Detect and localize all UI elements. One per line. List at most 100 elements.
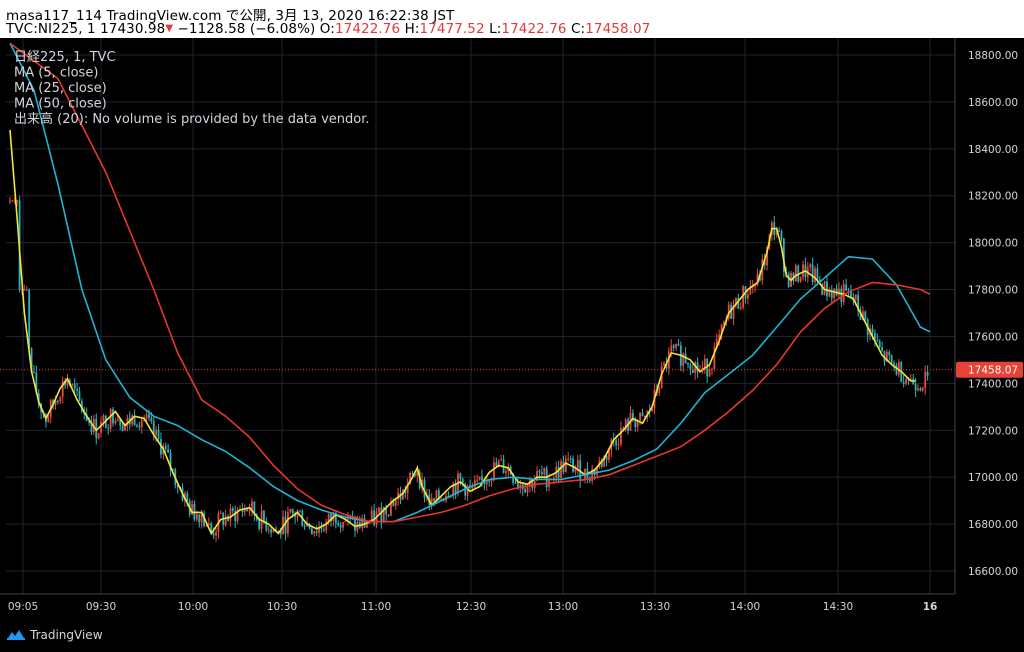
candle-body — [694, 362, 697, 373]
candle-body — [327, 514, 330, 522]
candle-body — [658, 387, 661, 393]
candle-body — [543, 468, 546, 475]
candle-body — [500, 459, 503, 461]
legend-line: MA (25, close) — [14, 81, 107, 96]
cloud-icon — [7, 630, 25, 640]
candle-body — [277, 530, 280, 532]
candle-body — [567, 458, 570, 460]
candle-body — [9, 200, 11, 202]
candle-body — [294, 513, 297, 517]
candle-body — [562, 461, 565, 473]
candle-body — [814, 268, 816, 282]
candle-body — [394, 498, 397, 506]
candle-body — [878, 340, 881, 348]
ma5-line — [9, 130, 916, 536]
candle-body — [859, 311, 862, 320]
candle-body — [28, 289, 31, 349]
candle-body — [313, 531, 316, 534]
candle-body — [241, 508, 244, 512]
candle-body — [787, 273, 790, 287]
candle-body — [476, 479, 479, 481]
candle-body — [121, 425, 124, 431]
candle-body — [148, 414, 150, 419]
candle-body — [342, 522, 344, 528]
price-tick-label: 18600.00 — [968, 97, 1018, 109]
candle-body — [102, 415, 105, 422]
candle-body — [675, 343, 677, 348]
ohlc-bar: TVC:NI225, 1 17430.98▼ −1128.58 (−6.08%)… — [6, 21, 650, 37]
candle-body — [88, 421, 90, 423]
candle-body — [782, 239, 785, 272]
legend-line: 日経225, 1, TVC — [14, 50, 116, 65]
candle-body — [478, 476, 481, 480]
candle-body — [747, 294, 749, 299]
candle-body — [802, 264, 804, 278]
candle-body — [921, 387, 924, 391]
candle-body — [265, 520, 268, 531]
candle-body — [363, 518, 366, 528]
time-tick-label: 09:05 — [8, 601, 38, 613]
candle-body — [620, 427, 622, 445]
candle-body — [298, 510, 301, 512]
candle-body — [112, 408, 114, 424]
candle-body — [756, 273, 759, 286]
candle-body — [471, 486, 474, 488]
candle-body — [885, 352, 888, 362]
candle-body — [811, 264, 814, 282]
candle-body — [600, 460, 603, 467]
candle-body — [368, 521, 371, 525]
candle-body — [224, 516, 227, 525]
candle-body — [138, 425, 141, 428]
candle-body — [665, 363, 668, 369]
price-tick-label: 18400.00 — [968, 144, 1018, 156]
candle-body — [593, 468, 596, 475]
candle-body — [157, 429, 160, 440]
candle-body — [57, 401, 59, 403]
candle-body — [552, 477, 555, 480]
candle-body — [212, 532, 215, 536]
current-price-label: 17458.07 — [968, 365, 1018, 377]
candle-body — [71, 384, 74, 386]
tradingview-logo[interactable]: TradingView — [6, 628, 103, 642]
candle-body — [126, 417, 129, 427]
candle-body — [172, 469, 174, 471]
candle-body — [78, 390, 81, 401]
candle-body — [854, 294, 857, 300]
candle-body — [840, 288, 843, 303]
candle-body — [632, 412, 634, 421]
candle-body — [823, 281, 826, 295]
candle-body — [495, 462, 498, 467]
candle-body — [164, 445, 167, 449]
candle-body — [330, 514, 332, 522]
price-tick-label: 17200.00 — [968, 425, 1018, 437]
candle-body — [737, 297, 740, 309]
candle-body — [370, 510, 373, 522]
price-chart[interactable]: 16600.00 16800.00 17000.00 17200.00 17400.00… — [0, 38, 1024, 652]
candle-body — [809, 264, 812, 267]
time-tick-label: 13:30 — [640, 601, 670, 613]
candle-body — [826, 281, 828, 297]
candle-body — [730, 304, 733, 319]
candle-body — [354, 518, 356, 531]
candle-body — [926, 371, 929, 376]
candle-body — [378, 507, 380, 513]
candle-body — [382, 506, 385, 523]
candle-body — [723, 321, 725, 325]
candle-body — [310, 528, 313, 534]
candle-body — [682, 353, 685, 366]
candle-body — [718, 334, 721, 339]
open-label: O: — [319, 21, 335, 37]
price-tick-label: 16800.00 — [968, 519, 1018, 531]
candle-body — [411, 472, 414, 474]
chart-background — [0, 38, 1024, 652]
candle-body — [246, 508, 249, 511]
candle-body — [80, 400, 83, 412]
candle-body — [708, 369, 711, 377]
candle-body — [107, 427, 110, 429]
candle-body — [54, 401, 57, 406]
candle-body — [287, 512, 289, 534]
candle-body — [198, 514, 201, 523]
candle-body — [821, 284, 824, 295]
time-tick-label: 14:00 — [730, 601, 760, 613]
candle-body — [691, 370, 694, 373]
